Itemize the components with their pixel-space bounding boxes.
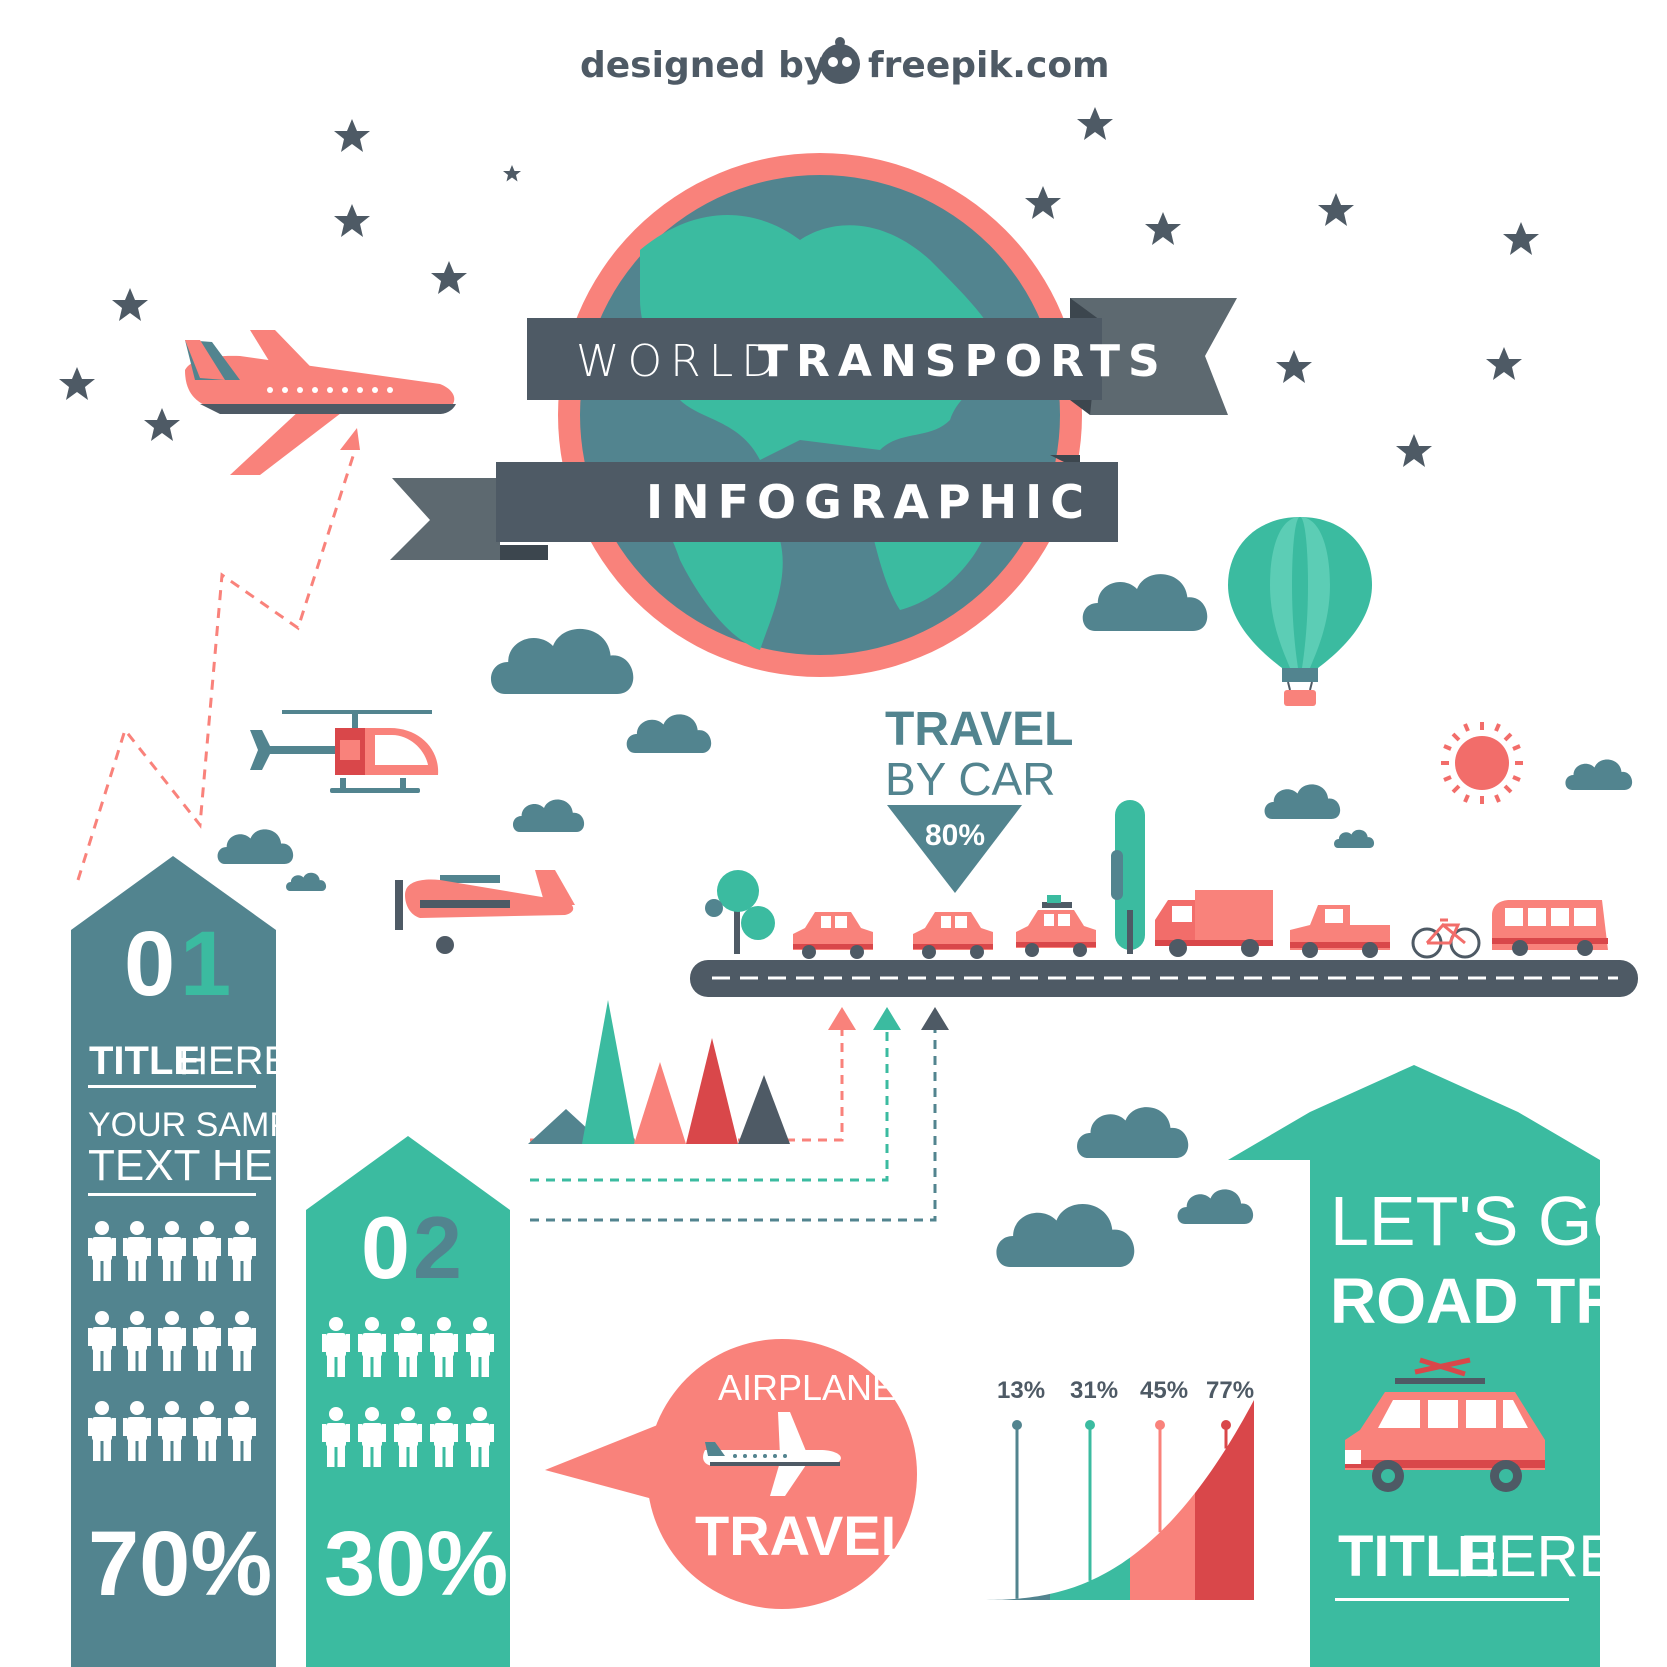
freepik-logo-icon	[820, 37, 860, 84]
banner-01-percent: 70%	[88, 1513, 272, 1615]
globe-icon	[558, 153, 1082, 677]
arrow-head-icon	[873, 1007, 901, 1030]
chart-point	[1085, 1420, 1095, 1430]
travel-by-car-line1: TRAVEL	[885, 703, 1073, 756]
arrow-head-icon	[921, 1007, 949, 1030]
car-icon	[1345, 1357, 1545, 1492]
area-segment	[1050, 1557, 1130, 1600]
road-trip-banner	[1228, 1065, 1600, 1667]
car-icon	[913, 912, 993, 959]
banner-02-number-b: 2	[413, 1198, 462, 1297]
banner-02	[306, 1136, 510, 1667]
cloud-icon	[512, 799, 585, 832]
tree-icon	[705, 870, 775, 954]
airplane-bubble-label: AIRPLANE	[718, 1367, 896, 1408]
sun-icon	[1441, 722, 1523, 804]
chart-label: 77%	[1206, 1377, 1254, 1404]
hot-air-balloon-icon	[1228, 517, 1372, 706]
area-chart: 13% 31% 45% 77%	[978, 1377, 1254, 1600]
credit-site: freepik.com	[868, 45, 1110, 86]
arrow-head-icon	[340, 428, 360, 450]
connector-line	[530, 1030, 937, 1222]
cloud-icon	[1082, 574, 1208, 631]
banner-01-title-light: HERE	[179, 1039, 290, 1083]
tree-icon	[1111, 800, 1145, 954]
star-icon	[144, 408, 180, 441]
cloud-icon	[1177, 1189, 1254, 1224]
cloud-icon	[490, 628, 634, 694]
car-icon	[793, 912, 873, 959]
cloud-icon	[1077, 1107, 1189, 1158]
bicycle-icon	[1411, 918, 1481, 959]
travel-by-car-marker	[887, 805, 1022, 893]
airplane-icon	[185, 330, 456, 475]
road-trip-title-light: HERE	[1456, 1524, 1617, 1589]
star-icon	[431, 261, 467, 294]
star-icon	[112, 288, 148, 321]
road-trip-title-bold: TITLE	[1338, 1524, 1499, 1589]
banner-02-percent: 30%	[324, 1513, 508, 1615]
road-trip-line2: ROAD TRIP	[1330, 1265, 1667, 1337]
star-icon	[1396, 434, 1432, 467]
divider	[1335, 1598, 1569, 1601]
area-segment	[978, 1593, 1050, 1600]
star-icon	[503, 165, 521, 182]
cloud-icon	[1334, 829, 1375, 848]
title-word1: WORLD	[576, 336, 783, 387]
chart-point	[1012, 1420, 1022, 1430]
arrow-head-icon	[828, 1007, 856, 1030]
title-word2: TRANSPORTS	[758, 336, 1168, 387]
title-subtitle: INFOGRAPHIC	[646, 475, 1092, 529]
road-trip-line1: LET'S GO!	[1330, 1182, 1666, 1260]
banner-01-sample-line2: TEXT HERE	[88, 1141, 334, 1190]
divider	[88, 1193, 256, 1196]
area-segment	[1195, 1400, 1254, 1600]
star-icon	[1503, 222, 1539, 255]
airplane-icon	[703, 1412, 841, 1496]
star-icon	[1318, 193, 1354, 226]
cloud-icon	[626, 714, 712, 753]
star-icon	[1077, 107, 1113, 140]
pickup-truck-icon	[1290, 905, 1390, 958]
car-icon	[1016, 895, 1096, 957]
banner-01-number-b: 1	[180, 913, 231, 1015]
area-segment	[1130, 1493, 1195, 1600]
banner-01-title-bold: TITLE	[89, 1039, 200, 1083]
chart-point	[1221, 1420, 1231, 1430]
cloud-icon	[286, 872, 327, 891]
chart-label: 13%	[997, 1377, 1045, 1404]
banner-01-number-a: 0	[124, 913, 175, 1015]
star-icon	[1145, 212, 1181, 245]
star-icon	[1025, 186, 1061, 219]
airplane-bubble-cta: TRAVEL!	[695, 1504, 934, 1567]
connector-line	[530, 1030, 889, 1182]
star-icon	[59, 367, 95, 400]
cloud-icon	[1264, 784, 1341, 819]
star-icon	[334, 119, 370, 152]
star-icon	[334, 204, 370, 237]
biplane-icon	[395, 870, 575, 954]
travel-by-car-percent: 80%	[925, 819, 985, 852]
travel-by-car-line2: BY CAR	[885, 753, 1055, 805]
star-icon	[1486, 347, 1522, 380]
divider	[88, 1085, 256, 1088]
chart-point	[1155, 1420, 1165, 1430]
triangle-peaks	[528, 1000, 790, 1144]
truck-icon	[1155, 890, 1273, 957]
chart-label: 45%	[1140, 1377, 1188, 1404]
credit-prefix: designed by	[580, 45, 827, 86]
flight-path	[76, 449, 357, 881]
banner-01-sample-line1: YOUR SAMPLE	[88, 1106, 334, 1144]
title-ribbon	[390, 298, 1237, 560]
cloud-icon	[996, 1203, 1135, 1267]
banner-02-number-a: 0	[361, 1198, 410, 1297]
star-icon	[1276, 350, 1312, 383]
bus-icon	[1492, 900, 1608, 956]
cloud-icon	[217, 829, 294, 864]
helicopter-icon	[250, 710, 439, 793]
cloud-icon	[1565, 759, 1633, 790]
chart-label: 31%	[1070, 1377, 1118, 1404]
